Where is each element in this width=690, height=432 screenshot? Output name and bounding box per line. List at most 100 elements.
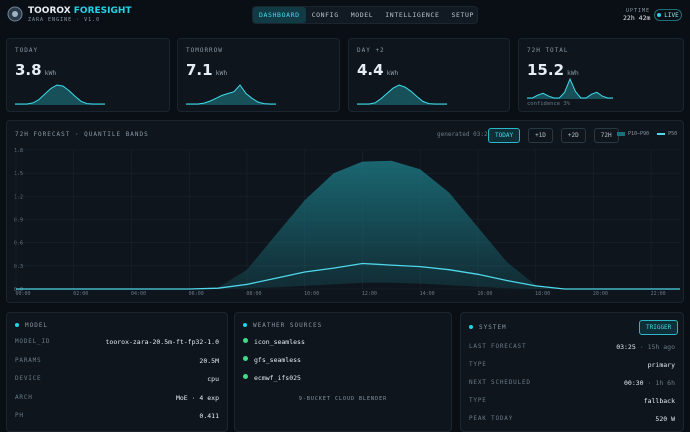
row-value: toorox-zara-20.5m-ft-fp32-1.0 <box>105 338 220 346</box>
row-key: TYPE <box>469 397 487 404</box>
y-tick-label: 0.3 <box>14 264 23 270</box>
weather-footer: 9-BUCKET CLOUD BLENDER <box>298 396 388 402</box>
row-key: PH <box>15 412 24 419</box>
trigger-button[interactable]: TRIGGER <box>639 320 679 335</box>
weather-source: gfs_seamless <box>243 356 443 364</box>
x-tick-label: 20:00 <box>593 291 608 297</box>
nav-item[interactable]: SETUP <box>451 11 475 19</box>
row-key: NEXT SCHEDULED <box>469 379 531 386</box>
card-value: 15.2 <box>527 61 565 79</box>
row-value: 20.5M <box>199 356 219 365</box>
card-value: 7.1 <box>186 61 213 79</box>
card-value-wrap: 15.2 kWh <box>527 60 579 79</box>
card-value-wrap: 3.8 kWh <box>15 60 56 79</box>
row-sub: · 1h 6h <box>647 379 675 387</box>
row-key: TYPE <box>469 361 487 368</box>
stat-card: DAY +2 4.4 kWh <box>348 38 510 112</box>
y-tick-label: 0.9 <box>14 218 23 224</box>
x-tick-label: 06:00 <box>189 291 204 297</box>
row-value: 00:30 <box>624 379 644 387</box>
model-panel: MODEL MODEL_ID toorox-zara-20.5m-ft-fp32-… <box>6 312 228 432</box>
stat-card: 72H TOTAL 15.2 kWh confidence 3% <box>518 38 684 112</box>
system-row: LAST FORECAST 03:25 · 15h ago <box>469 343 675 351</box>
row-value-wrap: 00:30 · 1h 6h <box>624 379 675 387</box>
generated: generated 03:25 <box>437 131 492 138</box>
legend-item: P50 <box>657 131 677 137</box>
system-row: TYPE fallback <box>469 397 675 405</box>
card-value-wrap: 4.4 kWh <box>357 60 398 79</box>
model-row: PH 0.411 <box>15 412 219 420</box>
sparkline-area <box>527 79 613 99</box>
legend-label: P10–P90 <box>628 131 650 137</box>
x-tick-label: 08:00 <box>246 291 261 297</box>
legend-item: P10–P90 <box>617 131 649 137</box>
card-label: TOMORROW <box>186 47 223 54</box>
status-dot <box>243 356 248 361</box>
row-key: MODEL_ID <box>15 338 51 345</box>
nav-item[interactable]: CONFIG <box>311 11 339 19</box>
x-tick-label: 14:00 <box>420 291 435 297</box>
y-tick-label: 1.8 <box>14 148 23 154</box>
source-name: ecmwf_ifs025 <box>254 374 301 382</box>
row-value-wrap: primary <box>648 361 675 369</box>
legend-swatch <box>617 132 625 136</box>
model-row: PARAMS 20.5M <box>15 357 219 365</box>
median-line <box>16 262 680 290</box>
y-tick-label: 0.6 <box>14 241 23 247</box>
x-tick-label: 10:00 <box>304 291 319 297</box>
weather-source: icon_seamless <box>243 338 443 346</box>
sparkline <box>357 84 447 105</box>
nav-item[interactable]: INTELLIGENCE <box>385 11 440 19</box>
nav: DASHBOARD CONFIG MODEL INTELLIGENCE SETUP <box>252 6 478 24</box>
weather-source: ecmwf_ifs025 <box>243 374 443 382</box>
card-unit: kWh <box>44 69 57 77</box>
row-value: 03:25 <box>616 343 636 351</box>
subtitle: ZARA ENGINE · V1.0 <box>28 17 101 23</box>
sparkline <box>15 84 105 105</box>
card-unit: kWh <box>386 69 399 77</box>
uptime-label: UPTIME <box>626 8 651 14</box>
model-title: MODEL <box>25 322 49 329</box>
card-label: 72H TOTAL <box>527 47 569 54</box>
card-value: 4.4 <box>357 61 384 79</box>
nav-item[interactable]: MODEL <box>350 11 374 19</box>
x-tick-label: 04:00 <box>131 291 146 297</box>
live: LIVE <box>664 11 679 19</box>
legend-swatch <box>657 133 666 135</box>
source-name: gfs_seamless <box>254 356 301 364</box>
range-button[interactable]: +2D <box>560 128 586 143</box>
sparkline-line <box>357 84 447 105</box>
uptime: 22h 42m <box>623 14 651 22</box>
model-row: ARCH MoE · 4 exp <box>15 394 219 402</box>
row-value: 520 W <box>655 415 675 423</box>
x-tick-label: 18:00 <box>535 291 550 297</box>
brand: TOOROX <box>28 6 71 16</box>
sparkline <box>527 77 613 99</box>
y-tick-label: 0.0 <box>14 287 23 293</box>
row-value: 0.411 <box>199 412 219 420</box>
row-sub: · 15h ago <box>639 343 675 351</box>
row-key: DEVICE <box>15 375 42 382</box>
card-label: DAY +2 <box>357 47 385 54</box>
nav-item[interactable]: DASHBOARD <box>253 7 306 23</box>
system-row: PEAK TODAY 520 W <box>469 415 675 423</box>
row-key: PARAMS <box>15 356 42 364</box>
sparkline-line <box>15 84 105 105</box>
range-button[interactable]: +1D <box>528 128 553 143</box>
row-value-wrap: 03:25 · 15h ago <box>616 343 675 351</box>
card-unit: kWh <box>215 69 228 77</box>
live-badge[interactable]: LIVE <box>654 9 682 21</box>
card-note: confidence 3% <box>527 101 571 107</box>
stat-card: TOMORROW 7.1 kWh <box>177 38 340 112</box>
sparkline-area <box>15 85 105 105</box>
card-value: 3.8 <box>15 61 42 79</box>
sparkline-line <box>186 84 276 105</box>
system-title: SYSTEM <box>479 324 507 331</box>
sparkline-line <box>527 77 613 99</box>
legend-label: P50 <box>668 131 678 137</box>
brand-accent: FORESIGHT <box>73 6 132 16</box>
y-tick-label: 1.5 <box>14 171 23 177</box>
row-value-wrap: 520 W <box>655 415 675 423</box>
range-button[interactable]: TODAY <box>488 128 521 143</box>
weather-panel: WEATHER SOURCES icon_seamless gfs_seamles… <box>234 312 452 432</box>
